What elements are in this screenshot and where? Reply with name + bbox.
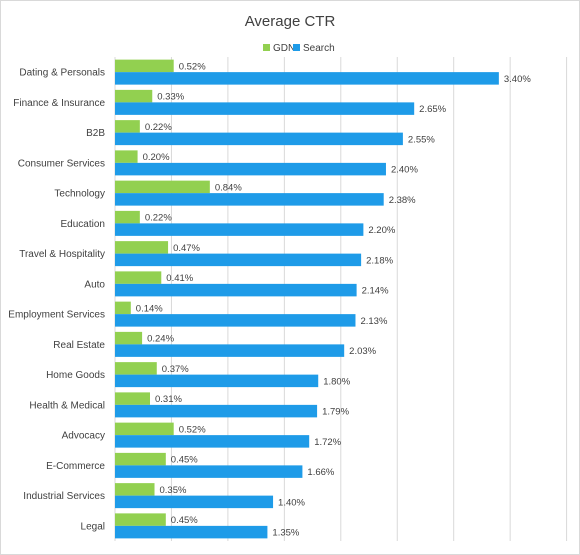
category-label: Finance & Insurance xyxy=(13,98,105,109)
bar-search xyxy=(115,132,403,146)
bars-layer xyxy=(115,59,499,539)
data-label-gdn: 0.22% xyxy=(145,122,172,133)
legend-label-search: Search xyxy=(303,43,335,54)
category-label: Dating & Personals xyxy=(19,68,105,79)
bar-search xyxy=(115,344,345,357)
data-label-search: 2.18% xyxy=(366,255,393,266)
data-label-search: 3.40% xyxy=(504,74,531,85)
category-label: B2B xyxy=(86,128,105,139)
bar-search xyxy=(115,314,356,327)
bar-search xyxy=(115,465,303,478)
legend: GDN Search xyxy=(263,43,335,54)
data-label-gdn: 0.37% xyxy=(162,364,189,375)
bar-search xyxy=(115,404,318,418)
legend-swatch-gdn xyxy=(263,44,270,51)
bar-gdn xyxy=(115,241,169,254)
bar-gdn xyxy=(115,271,162,284)
data-label-gdn: 0.45% xyxy=(171,515,198,526)
data-label-gdn: 0.84% xyxy=(215,182,242,193)
data-label-gdn: 0.35% xyxy=(160,485,187,496)
bar-gdn xyxy=(115,120,140,133)
data-label-gdn: 0.47% xyxy=(173,243,200,254)
data-label-gdn: 0.45% xyxy=(171,455,198,466)
category-label: Home Goods xyxy=(46,370,105,381)
data-label-search: 2.38% xyxy=(389,195,416,206)
bar-gdn xyxy=(115,59,174,73)
data-label-search: 2.40% xyxy=(391,165,418,176)
bar-search xyxy=(115,283,357,297)
bar-search xyxy=(115,162,386,176)
bar-gdn xyxy=(115,513,166,526)
data-label-search: 2.20% xyxy=(368,225,395,236)
category-label: Technology xyxy=(54,189,105,200)
bar-gdn xyxy=(115,483,155,496)
category-label: Education xyxy=(61,219,105,230)
legend-swatch-search xyxy=(293,44,300,51)
data-label-gdn: 0.14% xyxy=(136,303,163,314)
data-label-search: 1.80% xyxy=(323,376,350,387)
category-label: Health & Medical xyxy=(29,400,105,411)
data-label-gdn: 0.31% xyxy=(155,394,182,405)
legend-label-gdn: GDN xyxy=(273,43,295,54)
category-label: Legal xyxy=(81,521,105,532)
bar-search xyxy=(115,253,362,267)
bar-gdn xyxy=(115,422,174,436)
data-label-search: 1.72% xyxy=(314,437,341,448)
category-label: Travel & Hospitality xyxy=(19,249,105,260)
data-label-search: 2.03% xyxy=(349,346,376,357)
bar-gdn xyxy=(115,210,140,224)
bar-search xyxy=(115,223,364,236)
category-label: E-Commerce xyxy=(46,461,105,472)
data-label-gdn: 0.24% xyxy=(147,334,174,345)
bar-gdn xyxy=(115,180,210,194)
category-label: Real Estate xyxy=(53,340,105,351)
data-label-search: 1.40% xyxy=(278,497,305,508)
category-label: Industrial Services xyxy=(23,491,105,502)
data-label-search: 1.66% xyxy=(307,467,334,478)
bar-gdn xyxy=(115,452,166,466)
bar-search xyxy=(115,72,499,85)
data-label-search: 1.79% xyxy=(322,407,349,418)
bar-gdn xyxy=(115,89,153,103)
data-label-gdn: 0.52% xyxy=(179,61,206,72)
labels-layer: Dating & Personals 0.52% 3.40% Finance & In… xyxy=(8,61,531,538)
data-label-search: 2.14% xyxy=(362,286,389,297)
data-label-search: 2.55% xyxy=(408,134,435,145)
data-label-search: 1.35% xyxy=(272,528,299,539)
data-label-gdn: 0.20% xyxy=(143,152,170,163)
data-label-gdn: 0.22% xyxy=(145,213,172,224)
bar-gdn xyxy=(115,331,143,345)
bar-gdn xyxy=(115,301,131,315)
category-label: Employment Services xyxy=(8,310,105,321)
data-label-search: 2.65% xyxy=(419,104,446,115)
data-label-search: 2.13% xyxy=(360,316,387,327)
bar-gdn xyxy=(115,150,138,163)
bar-search xyxy=(115,495,274,509)
data-label-gdn: 0.52% xyxy=(179,424,206,435)
bar-search xyxy=(115,102,415,115)
data-label-gdn: 0.41% xyxy=(166,273,193,284)
bar-search xyxy=(115,435,310,448)
bar-search xyxy=(115,193,384,206)
bar-search xyxy=(115,525,268,539)
data-label-gdn: 0.33% xyxy=(157,92,184,103)
chart-title: Average CTR xyxy=(245,13,336,30)
bar-gdn xyxy=(115,362,157,375)
category-label: Auto xyxy=(84,279,105,290)
category-label: Consumer Services xyxy=(18,158,105,169)
bar-search xyxy=(115,374,319,388)
bar-gdn xyxy=(115,392,150,405)
category-label: Advocacy xyxy=(62,431,105,442)
